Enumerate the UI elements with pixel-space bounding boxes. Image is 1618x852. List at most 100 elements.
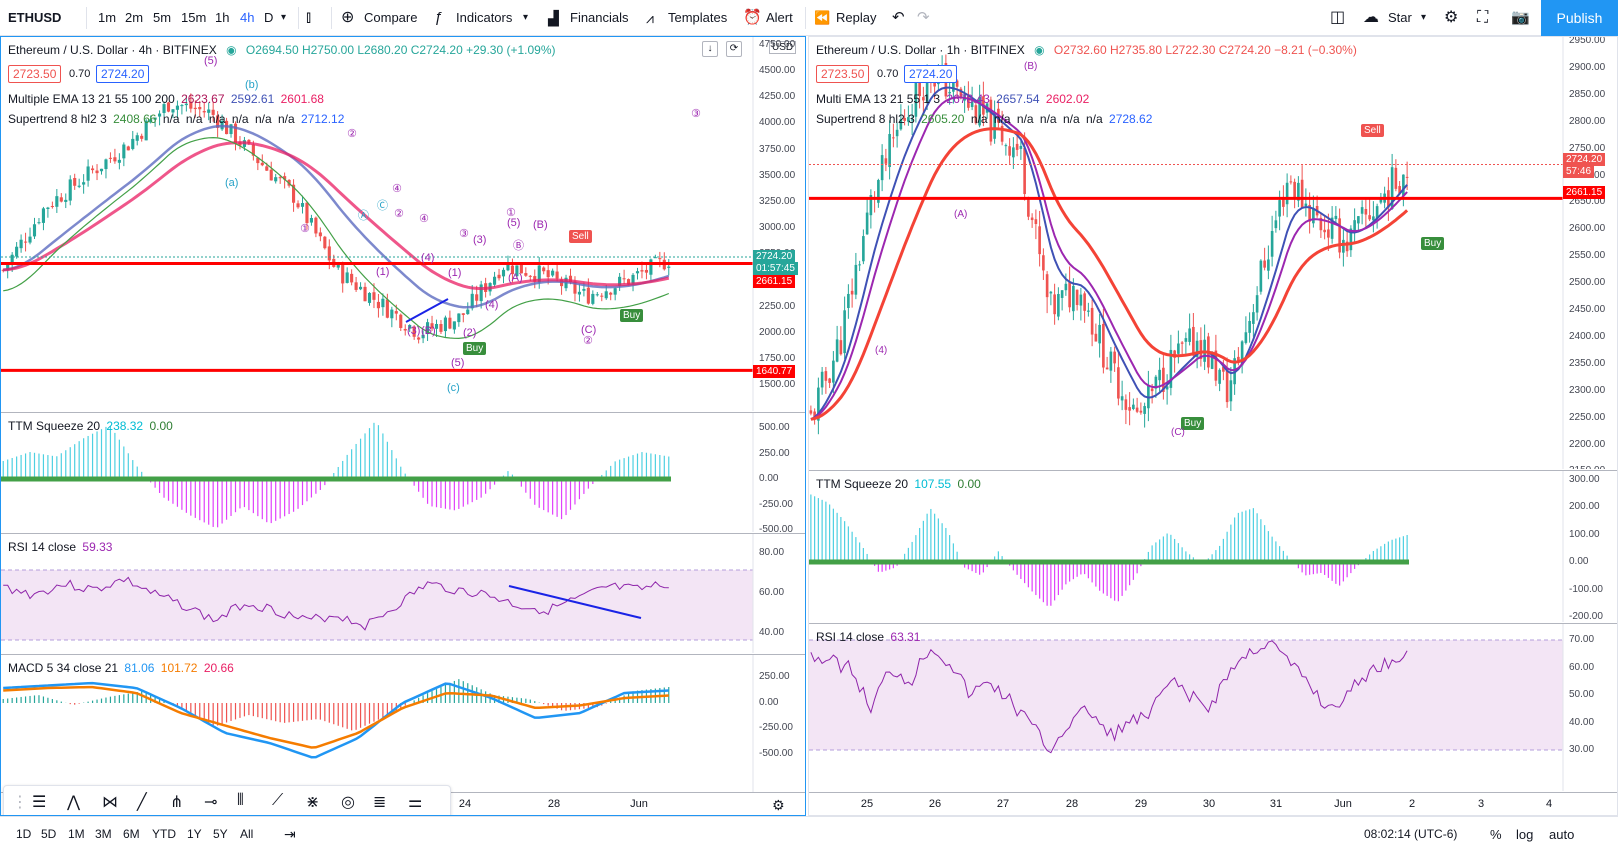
right-price-pane[interactable]: Ethereum / U.S. Dollar · 1h · BITFINEX ◉… bbox=[809, 37, 1617, 469]
replay-icon[interactable]: ⏪ bbox=[814, 10, 831, 25]
right-ema-legend[interactable]: Multi EMA 13 21 55 1 3 2678.43 2657.54 2… bbox=[816, 92, 1089, 106]
pitchfork-icon[interactable]: ⋔ bbox=[170, 794, 184, 811]
templates-icon[interactable]: ⩘ bbox=[646, 10, 654, 26]
left-ttm-pane[interactable]: TTM Squeeze 20 238.32 0.00 500.00 250.00 0… bbox=[1, 412, 805, 532]
left-st-v1: 2408.66 bbox=[113, 112, 157, 126]
timeframe-dropdown-chevron-icon[interactable]: ▾ bbox=[281, 12, 287, 23]
timeframe-1h[interactable]: 1h bbox=[215, 10, 230, 25]
range-5d[interactable]: 5D bbox=[41, 827, 57, 841]
timeframe-d[interactable]: D bbox=[264, 10, 274, 25]
undo-icon[interactable]: ↶ bbox=[892, 9, 905, 26]
right-price-axis[interactable]: 2950.002900.002850.002800.002750.002700.… bbox=[1563, 37, 1617, 469]
layout-split-icon[interactable]: ◫ bbox=[1330, 9, 1346, 26]
log-toggle[interactable]: log bbox=[1516, 827, 1534, 842]
right-bid-box[interactable]: 2723.50 bbox=[816, 65, 870, 83]
left-macd-pane[interactable]: MACD 5 34 close 21 81.06 101.72 20.66 25… bbox=[1, 654, 805, 792]
timeframe-1m[interactable]: 1m bbox=[98, 10, 117, 25]
right-ask-box[interactable]: 2724.20 bbox=[904, 65, 958, 83]
left-maximize-icon[interactable]: ⟳ bbox=[726, 41, 742, 57]
right-rsi-axis[interactable]: 70.00 60.00 50.00 40.00 30.00 bbox=[1563, 624, 1617, 791]
fullscreen-icon[interactable]: ⛶ bbox=[1477, 9, 1489, 26]
indicators-button[interactable]: Indicators bbox=[456, 10, 513, 25]
left-ask-box[interactable]: 2724.20 bbox=[96, 65, 150, 83]
alert-clock-icon[interactable]: ⏰ bbox=[743, 9, 762, 26]
abc-pattern-icon[interactable]: ⋈ bbox=[102, 794, 118, 811]
range-1d[interactable]: 1D bbox=[16, 827, 32, 841]
lines-tool-icon[interactable]: ☰ bbox=[32, 794, 47, 811]
right-rsi-pane[interactable]: RSI 14 close 63.31 70.00 60.00 50.00 40.00 3… bbox=[809, 623, 1617, 791]
left-currency-label[interactable]: USD bbox=[769, 41, 797, 54]
candle-body bbox=[970, 101, 974, 108]
right-rsi-legend[interactable]: RSI 14 close 63.31 bbox=[816, 630, 920, 644]
right-time-label: Jun bbox=[1334, 798, 1352, 810]
ema-fast-line bbox=[3, 124, 670, 309]
left-rsi-pane[interactable]: RSI 14 close 59.33 80.00 60.00 40.00 bbox=[1, 533, 805, 653]
timeframe-15m[interactable]: 15m bbox=[181, 10, 207, 25]
symbol-search[interactable]: ETHUSD bbox=[8, 10, 62, 25]
network-icon[interactable]: ⋇ bbox=[306, 794, 320, 811]
right-supertrend-legend[interactable]: Supertrend 8 hl2 3 2605.20 n/a n/a n/a n… bbox=[816, 112, 1152, 126]
auto-toggle[interactable]: auto bbox=[1549, 827, 1575, 842]
left-chart-panel[interactable]: Ethereum / U.S. Dollar · 4h · BITFINEX ◉… bbox=[0, 36, 806, 816]
range-1m[interactable]: 1M bbox=[68, 827, 85, 841]
timeframe-4h[interactable]: 4h bbox=[240, 10, 255, 25]
range-3m[interactable]: 3M bbox=[95, 827, 112, 841]
left-supertrend-legend[interactable]: Supertrend 8 hl2 3 2408.66 n/a n/a n/a n… bbox=[8, 112, 344, 126]
compare-button[interactable]: Compare bbox=[364, 10, 418, 25]
fib-retracement-icon[interactable]: ≣ bbox=[373, 794, 387, 811]
pattern-tool-icon[interactable]: ⋀ bbox=[67, 794, 81, 811]
cloud-icon[interactable]: ☁ bbox=[1363, 9, 1379, 26]
left-ema-legend[interactable]: Multiple EMA 13 21 55 100 200 2623.67 25… bbox=[8, 92, 324, 106]
financials-button[interactable]: Financials bbox=[570, 10, 629, 25]
indicators-fx-icon[interactable]: ƒ bbox=[434, 9, 443, 26]
indicators-chevron-icon[interactable]: ▾ bbox=[523, 12, 529, 23]
range-5y[interactable]: 5Y bbox=[213, 827, 228, 841]
vertical-lines-icon[interactable]: ⫴ bbox=[237, 792, 244, 809]
replay-button[interactable]: Replay bbox=[836, 10, 877, 25]
redo-icon[interactable]: ↷ bbox=[917, 9, 930, 26]
right-time-axis[interactable]: 25 26 27 28 29 30 31 Jun 2 3 4 bbox=[809, 792, 1617, 815]
drawing-toolbar[interactable]: ⋮ ☰ ⋀ ⋈ ╱ ⋔ ⊸ ⫴ ⟋ ⋇ ◎ ≣ ⚌ bbox=[3, 785, 451, 815]
range-ytd[interactable]: YTD bbox=[152, 827, 176, 841]
settings-gear-icon[interactable]: ⚙ bbox=[1444, 9, 1459, 26]
candle-style-icon[interactable]: ⫾ bbox=[306, 9, 312, 26]
left-axis-settings-gear-icon[interactable]: ⚙ bbox=[772, 797, 785, 813]
right-chart-panel[interactable]: Ethereum / U.S. Dollar · 1h · BITFINEX ◉… bbox=[808, 36, 1618, 816]
left-price-axis[interactable]: 4750.00 4500.00 4250.00 4000.00 3750.00 3500.… bbox=[753, 37, 805, 411]
goto-date-icon[interactable]: ⇥ bbox=[284, 826, 296, 842]
horizontal-line-icon[interactable]: ⊸ bbox=[204, 794, 218, 811]
left-macd-legend[interactable]: MACD 5 34 close 21 81.06 101.72 20.66 bbox=[8, 661, 234, 675]
left-scroll-down-icon[interactable]: ↓ bbox=[702, 41, 718, 57]
compare-plus-icon[interactable]: ⊕ bbox=[341, 9, 355, 26]
ray-icon[interactable]: ⟋ bbox=[272, 792, 284, 809]
left-bid-box[interactable]: 2723.50 bbox=[8, 65, 62, 83]
right-ttm-axis[interactable]: 300.00 200.00 100.00 0.00 -100.00 -200.00 bbox=[1563, 471, 1617, 622]
gann-icon[interactable]: ◎ bbox=[341, 794, 355, 811]
clock-timezone[interactable]: 08:02:14 (UTC-6) bbox=[1364, 827, 1458, 841]
percent-toggle[interactable]: % bbox=[1490, 827, 1502, 842]
timeframe-5m[interactable]: 5m bbox=[153, 10, 172, 25]
left-ttm-axis[interactable]: 500.00 250.00 0.00 -250.00 -500.00 bbox=[753, 413, 805, 532]
left-macd-axis[interactable]: 250.00 0.00 -250.00 -500.00 bbox=[753, 655, 805, 792]
trend-line-icon[interactable]: ╱ bbox=[137, 794, 147, 811]
range-6m[interactable]: 6M bbox=[123, 827, 140, 841]
publish-button[interactable]: Publish bbox=[1541, 0, 1618, 36]
timeframe-2m[interactable]: 2m bbox=[125, 10, 144, 25]
alert-button[interactable]: Alert bbox=[766, 10, 793, 25]
drag-handle-icon[interactable]: ⋮ bbox=[12, 794, 28, 811]
left-rsi-axis[interactable]: 80.00 60.00 40.00 bbox=[753, 534, 805, 653]
left-ttm-legend[interactable]: TTM Squeeze 20 238.32 0.00 bbox=[8, 419, 173, 433]
range-all[interactable]: All bbox=[240, 827, 254, 841]
range-1y[interactable]: 1Y bbox=[187, 827, 202, 841]
fib-settings-icon[interactable]: ⚌ bbox=[408, 794, 423, 811]
snapshot-camera-icon[interactable]: 📷 bbox=[1511, 9, 1530, 26]
financials-icon[interactable]: ▟ bbox=[548, 10, 559, 26]
right-ttm-pane[interactable]: TTM Squeeze 20 107.55 0.00 300.00 200.00 1… bbox=[809, 470, 1617, 622]
layout-name-button[interactable]: Star bbox=[1388, 10, 1412, 25]
layout-chevron-icon[interactable]: ▾ bbox=[1421, 12, 1427, 23]
templates-button[interactable]: Templates bbox=[668, 10, 728, 25]
left-price-pane[interactable]: Ethereum / U.S. Dollar · 4h · BITFINEX ◉… bbox=[1, 37, 805, 411]
right-ttm-legend[interactable]: TTM Squeeze 20 107.55 0.00 bbox=[816, 477, 981, 491]
left-rsi-legend[interactable]: RSI 14 close 59.33 bbox=[8, 540, 112, 554]
candle-body bbox=[510, 265, 514, 275]
